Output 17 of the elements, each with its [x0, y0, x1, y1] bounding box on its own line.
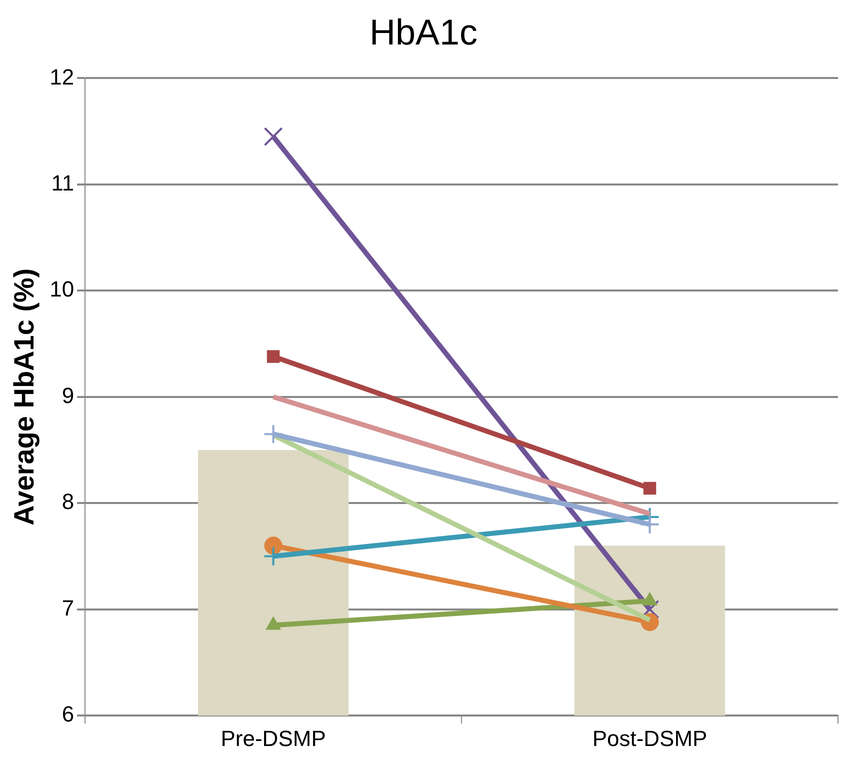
point — [266, 350, 280, 363]
y-tick-label: 8 — [62, 489, 74, 514]
y-tick-label: 6 — [62, 702, 74, 727]
y-tick-label: 9 — [62, 382, 74, 408]
point — [264, 536, 282, 555]
point — [264, 127, 283, 146]
point — [640, 514, 660, 534]
y-axis-title: Average HbA1c (%) — [8, 268, 40, 526]
point — [263, 424, 284, 444]
y-tick-label: 10 — [50, 276, 74, 302]
x-tick-label: Pre-DSMP — [220, 726, 326, 751]
point — [643, 482, 656, 495]
y-tick-label: 12 — [50, 64, 74, 90]
y-tick-label: 7 — [62, 595, 74, 620]
y-tick-label: 11 — [51, 170, 74, 196]
chart-title: HbA1c — [369, 12, 478, 53]
x-tick-label: Post-DSMP — [592, 726, 708, 751]
